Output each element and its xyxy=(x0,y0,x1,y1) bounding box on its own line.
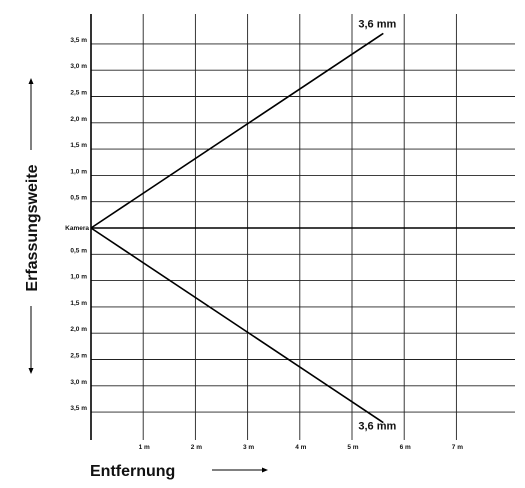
x-tick-label: 5 m xyxy=(347,444,358,451)
origin-label: Kamera xyxy=(65,225,89,232)
series-label-lower: 3,6 mm xyxy=(358,421,396,433)
y-tick-label: 2,0 m xyxy=(70,116,87,123)
x-tick-label: 2 m xyxy=(191,444,202,451)
x-tick-label: 6 m xyxy=(400,444,411,451)
y-tick-label: 0,5 m xyxy=(70,195,87,202)
y-tick-label: 1,0 m xyxy=(70,168,87,175)
axes xyxy=(90,14,515,440)
x-tick-label: 4 m xyxy=(295,444,306,451)
y-axis-title: Erfassungsweite xyxy=(24,164,41,291)
grid xyxy=(91,14,515,440)
y-axis-title-group: Erfassungsweite xyxy=(24,164,41,291)
y-tick-label: 0,5 m xyxy=(70,247,87,254)
series-lines xyxy=(90,32,384,424)
y-tick-label: 3,5 m xyxy=(70,37,87,44)
labels: 3,5 m 3,0 m 2,5 m 2,0 m 1,5 m 1,0 m 0,5 m 0,5 m… xyxy=(65,18,463,451)
x-tick-label: 1 m xyxy=(139,444,150,451)
y-tick-label: 1,5 m xyxy=(70,142,87,149)
fov-line-lower xyxy=(90,227,384,424)
fov-line-upper xyxy=(90,32,384,229)
y-axis-arrow-up xyxy=(28,78,34,150)
y-tick-label: 2,5 m xyxy=(70,353,87,360)
series-label-upper: 3,6 mm xyxy=(358,18,396,30)
y-tick-label: 1,0 m xyxy=(70,274,87,281)
y-tick-label: 3,0 m xyxy=(70,63,87,70)
y-tick-label: 3,5 m xyxy=(70,405,87,412)
y-tick-label: 2,0 m xyxy=(70,326,87,333)
y-tick-label: 3,0 m xyxy=(70,379,87,386)
y-axis-arrow-down xyxy=(28,306,34,374)
y-tick-label: 1,5 m xyxy=(70,300,87,307)
y-tick-label: 2,5 m xyxy=(70,90,87,97)
x-axis-title: Entfernung xyxy=(90,463,175,480)
x-tick-label: 3 m xyxy=(243,444,254,451)
x-tick-label: 7 m xyxy=(452,444,463,451)
x-axis-arrow xyxy=(212,467,268,473)
